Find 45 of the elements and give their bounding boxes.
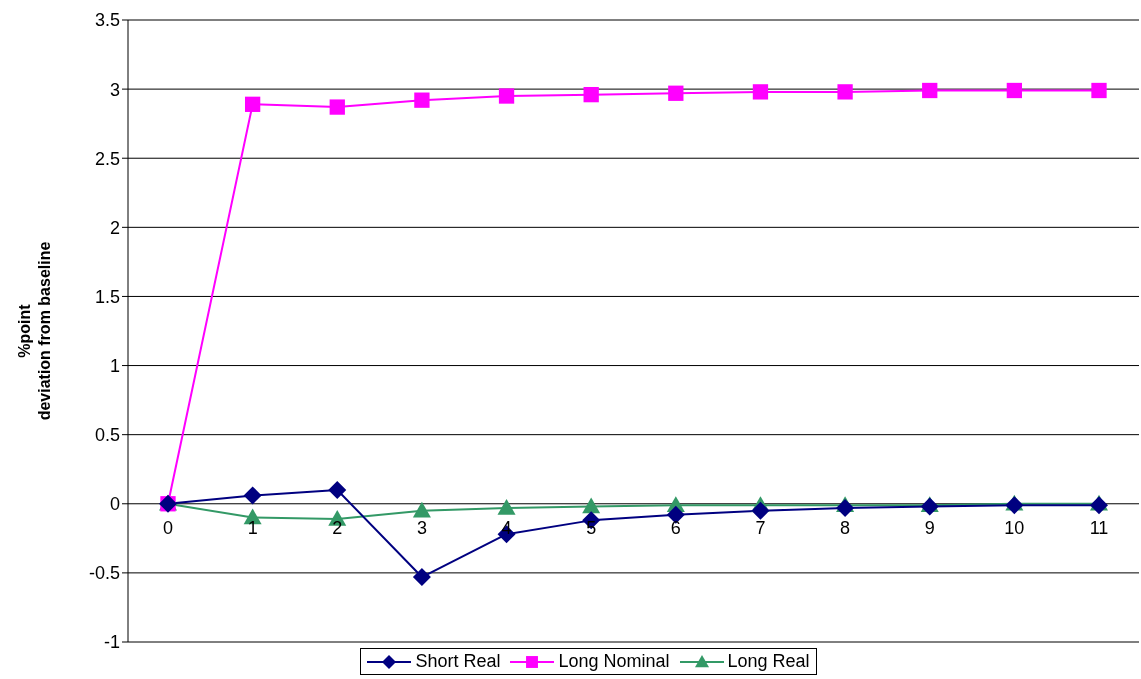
- x-tick-label: 9: [924, 517, 935, 538]
- y-axis-title: %point deviation from baseline: [16, 241, 53, 421]
- x-tick-label: 1: [247, 517, 258, 538]
- y-tick-label: 3.5: [94, 10, 120, 31]
- y-tick-label: 1.5: [94, 286, 120, 307]
- legend-label: Long Nominal: [557, 651, 670, 672]
- x-tick-label: 8: [840, 517, 851, 538]
- point: [328, 480, 347, 499]
- point: [668, 85, 684, 101]
- legend-label: Long Real: [726, 651, 810, 672]
- point: [922, 82, 938, 99]
- point: [836, 498, 855, 517]
- y-tick-label: -1: [103, 632, 120, 653]
- x-tick-label: 0: [162, 517, 174, 538]
- point: [1006, 82, 1023, 99]
- point: [1005, 496, 1024, 515]
- point: [920, 497, 939, 516]
- point: [752, 84, 769, 100]
- y-tick-label: 1: [109, 355, 120, 376]
- point: [244, 96, 261, 112]
- x-tick-label: 3: [416, 517, 427, 538]
- x-tick-label: 6: [670, 517, 681, 538]
- point: [243, 486, 262, 505]
- point: [837, 84, 853, 100]
- x-tick-label: 11: [1089, 517, 1109, 538]
- point: [1091, 82, 1107, 99]
- y-tick-label: 2.5: [94, 148, 120, 169]
- point: [582, 497, 601, 514]
- point: [412, 568, 431, 587]
- x-tick-label: 10: [1004, 517, 1025, 538]
- point: [498, 88, 515, 104]
- point: [497, 498, 516, 515]
- legend-label: Short Real: [414, 651, 501, 672]
- point: [1090, 496, 1108, 515]
- point: [751, 501, 770, 520]
- point: [329, 99, 345, 115]
- y-tick-label: 2: [109, 217, 120, 238]
- y-tick-label: 0.5: [94, 425, 120, 446]
- y-tick-label: -0.5: [88, 563, 120, 584]
- x-tick-label: 7: [755, 517, 766, 538]
- point: [414, 92, 430, 108]
- y-tick-label: 3: [109, 79, 120, 100]
- y-tick-label: 0: [109, 494, 120, 515]
- point: [412, 501, 431, 518]
- point: [583, 86, 599, 103]
